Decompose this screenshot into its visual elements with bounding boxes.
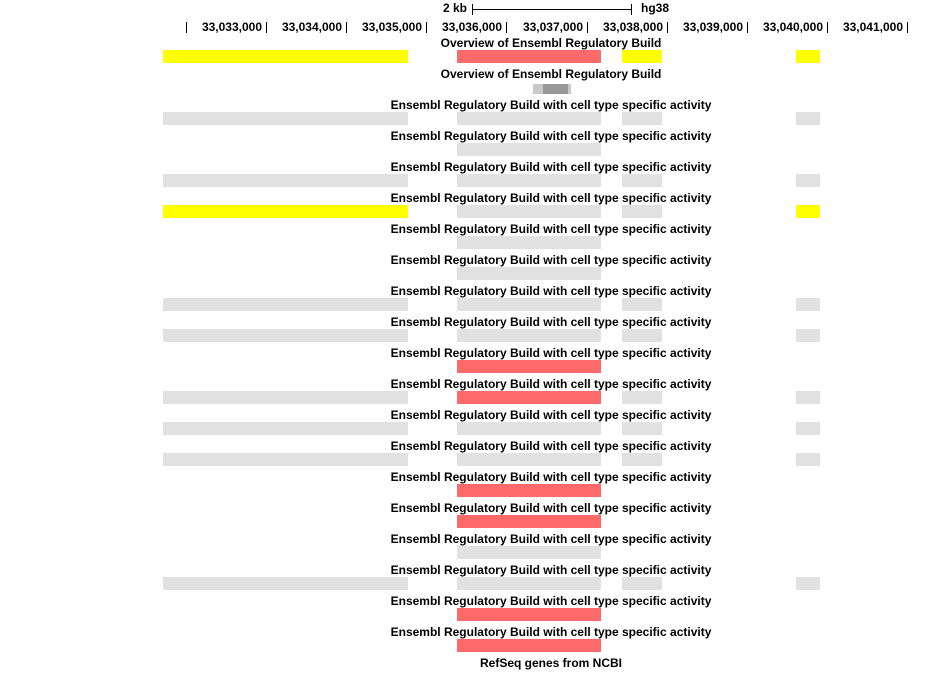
track-center-label[interactable]: Ensembl Regulatory Build with cell type … [390, 284, 712, 298]
track-center-label[interactable]: Ensembl Regulatory Build with cell type … [390, 129, 712, 143]
feature-bar[interactable] [457, 360, 601, 373]
track-center-label[interactable]: Ensembl Regulatory Build with cell type … [390, 315, 712, 329]
feature-bar[interactable] [457, 112, 601, 125]
feature-bar[interactable] [457, 391, 601, 404]
track-center-label[interactable]: RefSeq genes from NCBI [479, 656, 623, 670]
feature-bar[interactable] [163, 174, 408, 187]
feature-bar[interactable] [796, 174, 820, 187]
feature-bar[interactable] [457, 422, 601, 435]
feature-bar[interactable] [457, 143, 601, 156]
feature-bar[interactable] [622, 329, 662, 342]
feature-bar[interactable] [457, 267, 601, 280]
ruler-coordinate-label: 33,039,000 [682, 20, 743, 34]
feature-bar[interactable] [163, 112, 408, 125]
feature-bar[interactable] [163, 577, 408, 590]
scale-bar-label: 2 kb [442, 1, 467, 15]
track-center-label[interactable]: Overview of Ensembl Regulatory Build [440, 67, 662, 81]
feature-bar[interactable] [457, 205, 601, 218]
feature-bar[interactable] [457, 236, 601, 249]
feature-bar[interactable] [796, 422, 820, 435]
feature-bar[interactable] [796, 577, 820, 590]
track-center-label[interactable]: Ensembl Regulatory Build with cell type … [390, 377, 712, 391]
feature-bar[interactable] [457, 639, 601, 652]
feature-bar[interactable] [163, 298, 408, 311]
ruler-coordinate-label: 33,035,000 [361, 20, 422, 34]
feature-bar[interactable] [163, 329, 408, 342]
feature-bar[interactable] [457, 174, 601, 187]
ruler-tick [426, 22, 427, 33]
feature-bar[interactable] [622, 298, 662, 311]
scale-bar-right-tick [631, 4, 632, 15]
feature-bar[interactable] [533, 84, 543, 94]
feature-bar[interactable] [796, 329, 820, 342]
feature-bar[interactable] [622, 577, 662, 590]
feature-bar[interactable] [622, 205, 662, 218]
feature-bar[interactable] [796, 205, 820, 218]
feature-bar[interactable] [457, 50, 601, 63]
feature-bar[interactable] [457, 608, 601, 621]
ruler-coordinate-label: 33,033,000 [201, 20, 262, 34]
track-center-label[interactable]: Ensembl Regulatory Build with cell type … [390, 253, 712, 267]
feature-bar[interactable] [622, 453, 662, 466]
ruler-coordinate-label: 33,034,000 [281, 20, 342, 34]
ruler-tick [346, 22, 347, 33]
feature-bar[interactable] [457, 515, 601, 528]
feature-bar[interactable] [796, 50, 820, 63]
ruler-tick [667, 22, 668, 33]
ruler-tick [266, 22, 267, 33]
track-center-label[interactable]: Ensembl Regulatory Build with cell type … [390, 532, 712, 546]
track-center-label[interactable]: Ensembl Regulatory Build with cell type … [390, 222, 712, 236]
ruler-tick [506, 22, 507, 33]
feature-bar[interactable] [457, 453, 601, 466]
ruler-coordinate-label: 33,041,000 [842, 20, 903, 34]
feature-bar[interactable] [568, 84, 571, 94]
feature-bar[interactable] [163, 391, 408, 404]
feature-bar[interactable] [163, 453, 408, 466]
track-center-label[interactable]: Ensembl Regulatory Build with cell type … [390, 594, 712, 608]
feature-bar[interactable] [457, 329, 601, 342]
track-center-label[interactable]: Ensembl Regulatory Build with cell type … [390, 501, 712, 515]
feature-bar[interactable] [622, 50, 662, 63]
track-center-label[interactable]: Ensembl Regulatory Build with cell type … [390, 470, 712, 484]
track-center-label[interactable]: Ensembl Regulatory Build with cell type … [390, 191, 712, 205]
scale-bar-line [472, 9, 632, 10]
ruler-coordinate-label: 33,040,000 [762, 20, 823, 34]
feature-bar[interactable] [622, 112, 662, 125]
feature-bar[interactable] [796, 298, 820, 311]
track-center-label[interactable]: Ensembl Regulatory Build with cell type … [390, 346, 712, 360]
ruler-tick [747, 22, 748, 33]
feature-bar[interactable] [622, 174, 662, 187]
ruler-tick [587, 22, 588, 33]
feature-bar[interactable] [457, 577, 601, 590]
feature-bar[interactable] [796, 112, 820, 125]
track-center-label[interactable]: Ensembl Regulatory Build with cell type … [390, 408, 712, 422]
feature-bar[interactable] [796, 391, 820, 404]
genome-assembly-label: hg38 [641, 1, 670, 15]
ruler-coordinate-label: 33,036,000 [441, 20, 502, 34]
feature-bar[interactable] [457, 484, 601, 497]
feature-bar[interactable] [543, 84, 568, 94]
track-center-label[interactable]: Ensembl Regulatory Build with cell type … [390, 439, 712, 453]
feature-bar[interactable] [163, 422, 408, 435]
feature-bar[interactable] [163, 205, 408, 218]
feature-bar[interactable] [457, 298, 601, 311]
ruler-tick [907, 22, 908, 33]
ruler-coordinate-label: 33,037,000 [522, 20, 583, 34]
ruler-tick [827, 22, 828, 33]
track-center-label[interactable]: Ensembl Regulatory Build with cell type … [390, 98, 712, 112]
feature-bar[interactable] [457, 546, 601, 559]
track-center-label[interactable]: Ensembl Regulatory Build with cell type … [390, 160, 712, 174]
feature-bar[interactable] [796, 453, 820, 466]
feature-bar[interactable] [622, 422, 662, 435]
feature-bar[interactable] [622, 391, 662, 404]
feature-bar[interactable] [163, 50, 408, 63]
track-center-label[interactable]: Ensembl Regulatory Build with cell type … [390, 625, 712, 639]
scale-bar-left-tick [472, 4, 473, 15]
ruler-tick [186, 22, 187, 33]
track-center-label[interactable]: Overview of Ensembl Regulatory Build [440, 36, 662, 50]
track-center-label[interactable]: Ensembl Regulatory Build with cell type … [390, 563, 712, 577]
ruler-coordinate-label: 33,038,000 [602, 20, 663, 34]
